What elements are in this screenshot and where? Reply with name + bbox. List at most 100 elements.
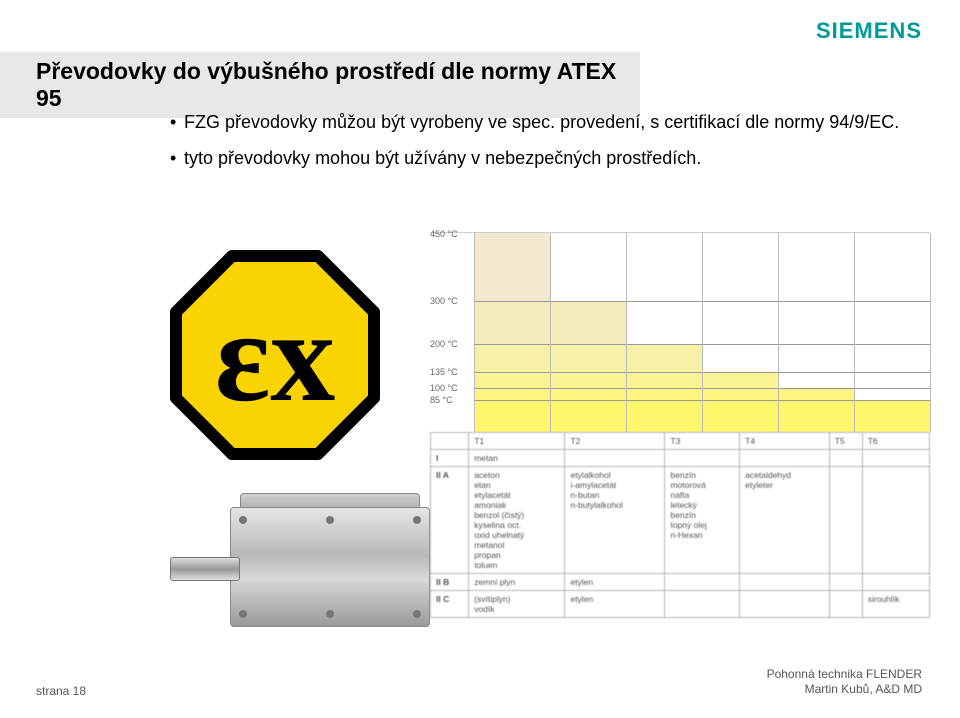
temp-fill xyxy=(626,372,702,388)
temp-col-line xyxy=(474,233,475,432)
group-cell: II A xyxy=(431,467,469,574)
temp-fill xyxy=(702,372,778,388)
temp-fill xyxy=(778,400,854,432)
temp-fill xyxy=(702,388,778,400)
ex-sign: εx xyxy=(170,250,380,460)
table-cell xyxy=(829,467,862,574)
ex-text: εx xyxy=(215,285,336,429)
temp-level-label: 135 °C xyxy=(430,367,458,377)
bullet-item: FZG převodovky můžou být vyrobeny ve spe… xyxy=(170,110,900,134)
group-cell: II B xyxy=(431,574,469,591)
table-cell: aceton etan etylacetát amoniak benzol (č… xyxy=(469,467,565,574)
table-header-cell: T1 xyxy=(469,433,565,450)
table-cell: etylalkohol i-amylacetát n-butan n-butyl… xyxy=(565,467,665,574)
table-cell xyxy=(665,591,740,618)
temp-fill xyxy=(778,388,854,400)
footer: strana 18 Pohonná technika FLENDER Marti… xyxy=(36,684,922,698)
table-cell: zemní plyn xyxy=(469,574,565,591)
temp-fill xyxy=(474,301,550,345)
table-cell: benzín motorová nafta letecký benzín top… xyxy=(665,467,740,574)
table-cell: (svítiplyn) vodík xyxy=(469,591,565,618)
table-header-cell: T6 xyxy=(862,433,929,450)
table-cell xyxy=(740,574,830,591)
temp-fill xyxy=(626,388,702,400)
table-cell: acetaldehyd etyleter xyxy=(740,467,830,574)
bolt-icon xyxy=(413,516,421,524)
table-cell xyxy=(829,591,862,618)
temperature-chart: 450 °C 300 °C 200 °C 135 °C 100 °C 85 °C xyxy=(430,232,930,432)
page-title: Převodovky do výbušného prostředí dle no… xyxy=(36,58,622,112)
footer-page: strana 18 xyxy=(36,684,86,698)
bolt-icon xyxy=(413,610,421,618)
temp-col-line xyxy=(854,233,855,432)
table-cell: etylen xyxy=(565,591,665,618)
bullet-item: tyto převodovky mohou být užívány v nebe… xyxy=(170,146,900,170)
table-cell: sirouhlík xyxy=(862,591,929,618)
table-cell xyxy=(665,574,740,591)
temp-col-line xyxy=(626,233,627,432)
gearbox-image xyxy=(170,487,450,647)
footer-line1: Pohonná technika FLENDER xyxy=(767,667,922,683)
temp-fill xyxy=(550,301,626,345)
temp-col-line xyxy=(550,233,551,432)
gearbox-shaft xyxy=(170,557,240,581)
graphics-area: εx 450 °C 300 °C200 °C135 °C100 °C85 °C … xyxy=(130,232,920,658)
table-cell xyxy=(862,467,929,574)
temp-fill xyxy=(474,400,550,432)
bolt-icon xyxy=(326,610,334,618)
table-row: II Aaceton etan etylacetát amoniak benzo… xyxy=(431,467,930,574)
temp-fill xyxy=(474,344,550,372)
bolt-icon xyxy=(326,516,334,524)
temp-top-label: 450 °C xyxy=(430,229,458,239)
temp-level-label: 200 °C xyxy=(430,339,458,349)
temp-level-label: 100 °C xyxy=(430,383,458,393)
table-cell: etylen xyxy=(565,574,665,591)
temp-fill xyxy=(474,388,550,400)
temp-level-label: 300 °C xyxy=(430,296,458,306)
table-row: Imetan xyxy=(431,450,930,467)
chart-and-table: 450 °C 300 °C200 °C135 °C100 °C85 °C T1T… xyxy=(430,232,930,618)
temp-col-line xyxy=(778,233,779,432)
group-cell: I xyxy=(431,450,469,467)
temp-fill xyxy=(550,344,626,372)
temp-col-line xyxy=(930,233,931,432)
title-bar: Převodovky do výbušného prostředí dle no… xyxy=(0,52,640,118)
temp-fill xyxy=(702,400,778,432)
table-cell: metan xyxy=(469,450,565,467)
gas-table: T1T2T3T4T5T6ImetanII Aaceton etan etylac… xyxy=(430,432,930,618)
table-header-cell xyxy=(431,433,469,450)
footer-line2: Martin Kubů, A&D MD xyxy=(767,682,922,698)
temp-fill xyxy=(550,400,626,432)
table-cell xyxy=(829,574,862,591)
table-cell xyxy=(740,591,830,618)
temp-level-label: 85 °C xyxy=(430,395,453,405)
ex-octagon-icon: εx xyxy=(170,250,380,460)
table-row: II C(svítiplyn) vodíketylen sirouhlík xyxy=(431,591,930,618)
temp-fill xyxy=(550,372,626,388)
table-cell xyxy=(665,450,740,467)
content-area: FZG převodovky můžou být vyrobeny ve spe… xyxy=(170,110,900,183)
table-header-cell: T5 xyxy=(829,433,862,450)
footer-right: Pohonná technika FLENDER Martin Kubů, A&… xyxy=(767,667,922,698)
brand-logo: SIEMENS xyxy=(816,18,922,44)
temp-fill xyxy=(550,388,626,400)
temp-fill xyxy=(474,233,550,301)
temp-fill xyxy=(854,400,930,432)
temp-fill xyxy=(626,344,702,372)
temp-fill xyxy=(474,372,550,388)
table-header-cell: T2 xyxy=(565,433,665,450)
bolt-icon xyxy=(239,516,247,524)
bullet-list: FZG převodovky můžou být vyrobeny ve spe… xyxy=(170,110,900,171)
temp-col-line xyxy=(702,233,703,432)
table-header-cell: T4 xyxy=(740,433,830,450)
table-cell xyxy=(862,450,929,467)
table-cell xyxy=(862,574,929,591)
table-cell xyxy=(565,450,665,467)
table-row: II Bzemní plynetylen xyxy=(431,574,930,591)
table-cell xyxy=(740,450,830,467)
bolt-icon xyxy=(239,610,247,618)
group-cell: II C xyxy=(431,591,469,618)
temp-fill xyxy=(626,400,702,432)
table-cell xyxy=(829,450,862,467)
table-header-cell: T3 xyxy=(665,433,740,450)
